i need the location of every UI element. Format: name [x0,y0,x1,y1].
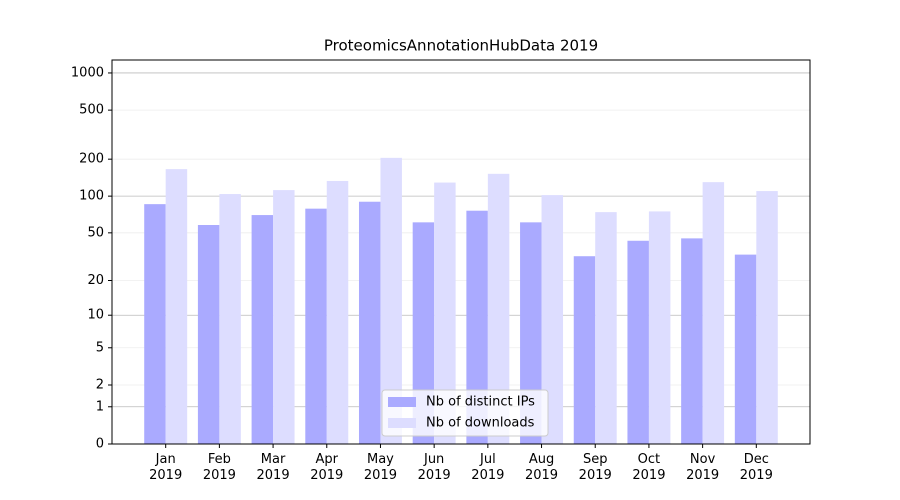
x-tick-label: Sep 2019 [578,452,612,483]
y-tick-label: 10 [87,308,104,323]
bar [165,169,188,444]
x-tick-label: Nov 2019 [686,452,720,483]
y-tick-label: 20 [87,273,104,288]
x-tick-label: Apr 2019 [310,452,344,483]
y-tick-label: 5 [96,340,104,355]
x-tick-label: Jun 2019 [417,452,451,483]
bar [380,157,402,444]
legend-swatch [388,418,416,428]
bar [541,195,564,444]
chart-title: ProteomicsAnnotationHubData 2019 [324,37,598,55]
y-tick-label: 0 [96,437,104,452]
plot-frame [111,59,811,445]
bar [144,204,166,444]
legend-box [381,389,549,437]
bar [573,256,596,444]
bar [648,211,671,444]
y-tick-label: 2 [96,377,104,392]
bar [681,238,703,444]
bar [520,222,542,444]
bar [412,222,435,444]
legend-label: Nb of downloads [426,416,535,431]
bar [487,173,510,444]
bar [305,208,327,444]
bar [466,210,488,444]
y-tick-label: 200 [79,152,104,167]
y-tick-label: 1 [96,399,104,414]
y-tick-label: 50 [87,225,104,240]
x-tick-label: Mar 2019 [256,452,290,483]
bar [756,191,778,444]
bar [595,212,617,444]
bar [273,190,295,444]
bar [358,201,381,444]
x-tick-label: Dec 2019 [739,452,773,483]
x-tick-label: Jul 2019 [471,452,505,483]
x-tick-label: May 2019 [363,452,397,483]
legend-swatch [388,397,416,407]
x-tick-label: Feb 2019 [202,452,236,483]
bar [251,215,274,444]
bar [627,240,649,444]
bar [197,225,220,444]
x-tick-label: Aug 2019 [524,452,559,483]
y-tick-label: 500 [79,103,104,118]
y-tick-label: 100 [79,189,104,204]
bar [326,180,349,444]
bar [219,194,241,444]
x-tick-label: Oct 2019 [632,452,666,483]
legend: Nb of distinct IPs Nb of downloads [381,389,549,437]
legend-label: Nb of distinct IPs [426,395,535,410]
y-tick-label: 1000 [71,65,104,80]
x-tick-label: Jan 2019 [149,452,183,483]
bar [434,182,456,445]
bar [702,182,725,444]
bar [734,254,757,444]
